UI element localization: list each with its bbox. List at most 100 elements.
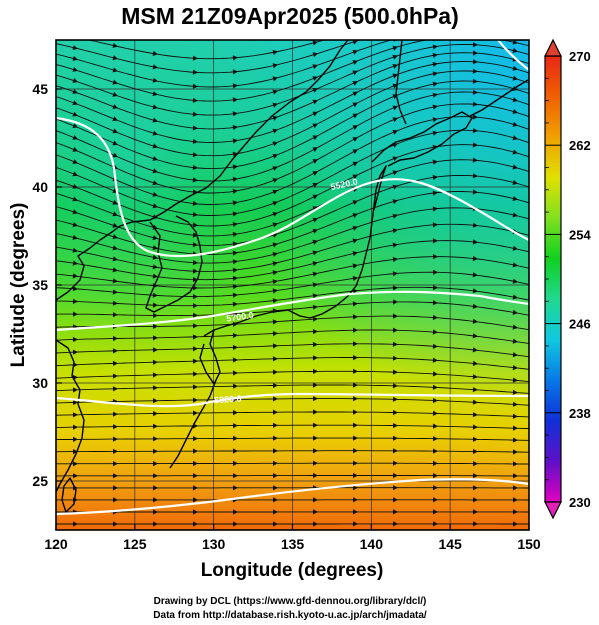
streamline-arrow — [472, 288, 478, 294]
streamline-arrow — [512, 425, 518, 431]
streamline-arrow — [512, 47, 518, 53]
streamline-arrow — [393, 313, 398, 319]
streamline-arrow — [113, 436, 118, 442]
streamline — [56, 129, 529, 216]
streamline-arrow — [392, 271, 398, 277]
streamline-arrow — [513, 461, 518, 467]
streamline-arrow — [432, 238, 438, 244]
streamline-arrow — [232, 151, 238, 157]
streamline-arrow — [313, 460, 318, 466]
streamline-arrow — [472, 272, 478, 278]
streamline-arrow — [273, 473, 278, 479]
streamline-arrow — [112, 140, 118, 146]
streamline — [56, 103, 529, 194]
streamline-arrow — [152, 254, 158, 260]
streamline-arrow — [153, 335, 158, 341]
streamline-arrow — [72, 100, 78, 106]
streamline-arrow — [192, 276, 198, 283]
streamline-arrow — [433, 448, 438, 454]
streamline-arrow — [313, 355, 318, 361]
streamline-arrow — [273, 521, 278, 527]
streamline-arrow — [153, 312, 158, 319]
y-tick-label: 35 — [32, 277, 48, 293]
streamline-arrow — [352, 137, 358, 142]
streamline-arrow — [513, 31, 518, 36]
x-tick-label: 145 — [438, 536, 462, 552]
streamline-arrow — [272, 279, 278, 285]
streamline-arrow — [432, 397, 438, 404]
streamline-arrow — [512, 179, 518, 185]
streamline-arrow — [313, 396, 318, 402]
streamline-arrow — [512, 75, 518, 81]
streamline-arrow — [353, 396, 358, 402]
colorbar-ticks: 230 238 246 254 262 270 — [545, 49, 591, 510]
streamline-arrow — [73, 473, 78, 479]
streamline-arrow — [312, 341, 318, 348]
streamline — [56, 424, 529, 430]
coast-korea — [145, 215, 203, 313]
x-tick-label: 120 — [44, 536, 68, 552]
streamline-arrow — [273, 460, 278, 466]
streamline-arrow — [432, 343, 438, 349]
coast-kurils — [469, 79, 529, 117]
streamline-arrow — [513, 521, 518, 527]
streamline-arrow — [432, 357, 438, 363]
streamline-arrow — [352, 251, 358, 257]
streamline-arrow — [113, 497, 118, 503]
streamline-arrow — [472, 222, 478, 228]
streamline-arrow — [512, 40, 518, 45]
streamline-arrow — [512, 149, 518, 155]
streamline-arrow — [112, 199, 118, 205]
streamline-arrow — [312, 271, 318, 277]
streamline-arrow — [152, 302, 158, 308]
streamline-arrow — [232, 188, 238, 194]
streamline-arrow — [312, 228, 318, 234]
streamline-arrow — [192, 111, 198, 117]
streamline-arrow — [473, 473, 478, 479]
streamline-arrow — [272, 102, 278, 108]
streamline-arrow — [233, 423, 238, 429]
streamline-arrow — [73, 449, 78, 455]
streamline-arrow — [512, 109, 518, 114]
streamline-arrow — [512, 365, 518, 371]
streamline-arrow — [352, 125, 358, 130]
streamline-arrow — [72, 123, 78, 128]
streamline-arrow — [393, 509, 398, 515]
y-tick-label: 40 — [32, 179, 48, 195]
streamline-arrow — [112, 348, 118, 354]
streamline-arrow — [312, 99, 318, 105]
streamline-arrow — [392, 170, 398, 176]
coast-asia-mainland — [56, 40, 349, 301]
streamline-arrow — [273, 448, 278, 454]
streamline-arrow — [232, 200, 238, 206]
streamline-arrow — [312, 239, 318, 245]
streamline-arrow — [72, 286, 78, 292]
streamline-arrow — [472, 399, 478, 405]
streamline-arrow — [393, 497, 398, 503]
streamline-arrow — [512, 278, 518, 284]
streamline-arrow — [472, 101, 478, 107]
streamline — [56, 271, 529, 298]
streamline-arrow — [472, 189, 478, 195]
streamline-arrow — [272, 319, 278, 325]
streamline-arrow — [353, 368, 358, 374]
streamline-arrow — [272, 356, 278, 362]
streamline-arrow — [432, 144, 438, 150]
streamline-arrow — [73, 461, 78, 467]
streamline-arrow — [112, 245, 118, 251]
streamline-arrow — [272, 261, 278, 267]
streamline-arrow — [312, 111, 318, 117]
streamline-arrow — [72, 234, 78, 240]
streamline-arrow — [153, 497, 158, 503]
streamline-arrow — [192, 83, 198, 89]
streamline-arrow — [312, 316, 318, 322]
streamline-arrow — [472, 128, 478, 134]
streamline-arrow — [112, 234, 118, 240]
streamline — [56, 61, 529, 143]
streamline-arrow — [72, 260, 78, 266]
streamline-arrow — [112, 104, 118, 109]
streamline-arrow — [152, 130, 158, 136]
streamline — [56, 191, 529, 255]
streamline-arrow — [193, 423, 198, 429]
